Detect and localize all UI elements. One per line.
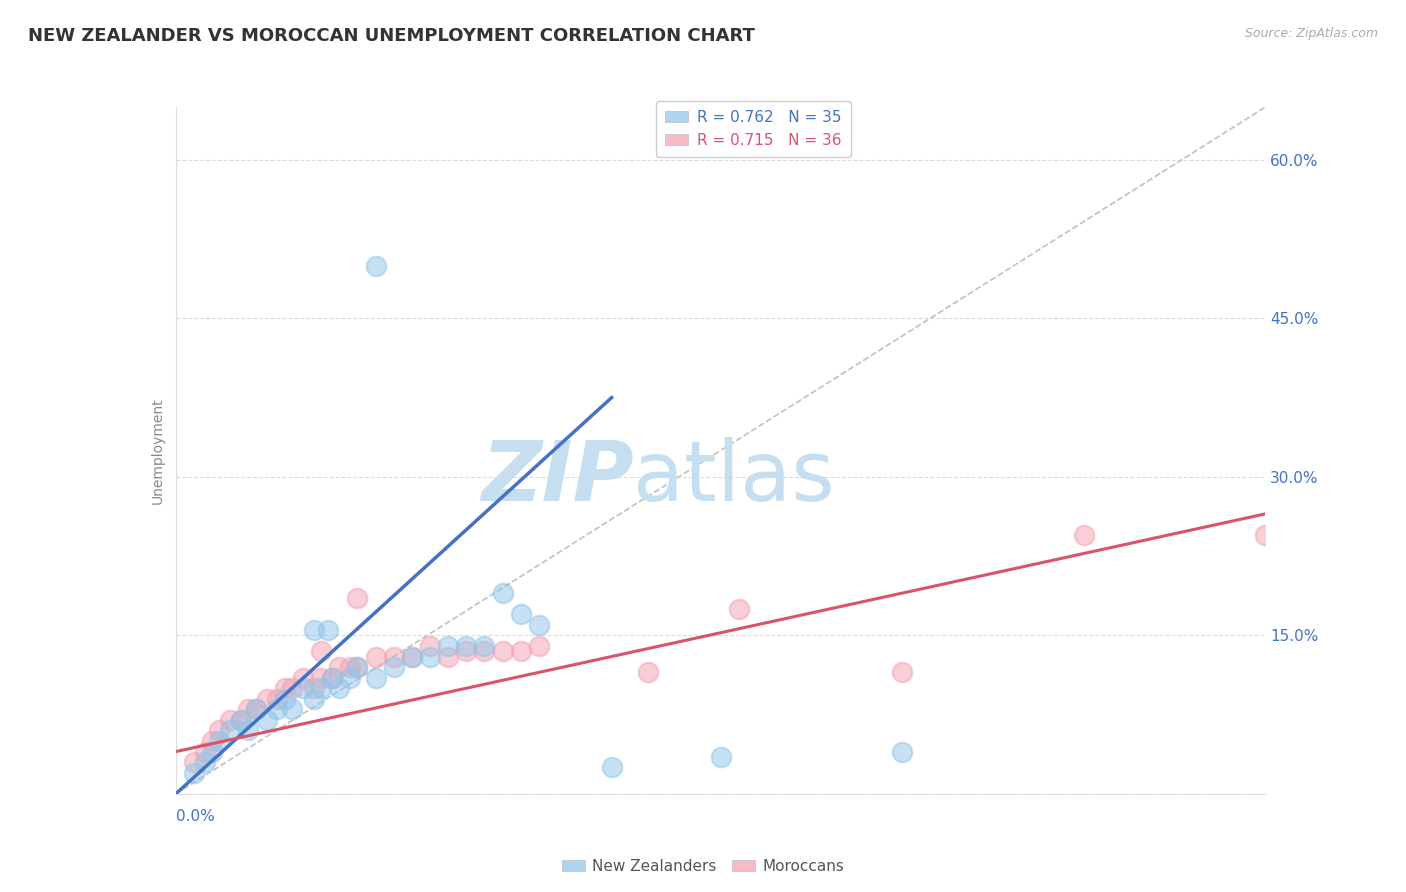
Text: Source: ZipAtlas.com: Source: ZipAtlas.com — [1244, 27, 1378, 40]
Point — [328, 660, 350, 674]
Point — [201, 745, 224, 759]
Point — [346, 591, 368, 606]
Point — [1254, 528, 1277, 542]
Point — [419, 639, 441, 653]
Point — [346, 660, 368, 674]
Point — [509, 644, 531, 658]
Point — [346, 660, 368, 674]
Point — [474, 644, 496, 658]
Point — [238, 723, 260, 738]
Legend: R = 0.762   N = 35, R = 0.715   N = 36: R = 0.762 N = 35, R = 0.715 N = 36 — [655, 101, 851, 157]
Point — [437, 649, 460, 664]
Point — [527, 617, 550, 632]
Point — [456, 639, 478, 653]
Point — [183, 765, 205, 780]
Text: 0.0%: 0.0% — [176, 809, 215, 824]
Point — [231, 713, 253, 727]
Point — [891, 665, 914, 680]
Point — [600, 760, 623, 774]
Point — [208, 723, 231, 738]
Point — [492, 644, 515, 658]
Point — [637, 665, 659, 680]
Point — [401, 649, 423, 664]
Point — [183, 755, 205, 769]
Point — [321, 671, 343, 685]
Point — [281, 702, 304, 716]
Point — [302, 691, 325, 706]
Point — [710, 750, 733, 764]
Point — [291, 681, 314, 696]
Point — [231, 713, 253, 727]
Text: atlas: atlas — [633, 437, 835, 518]
Point — [281, 681, 304, 696]
Point — [219, 713, 242, 727]
Point — [291, 671, 314, 685]
Text: NEW ZEALANDER VS MOROCCAN UNEMPLOYMENT CORRELATION CHART: NEW ZEALANDER VS MOROCCAN UNEMPLOYMENT C… — [28, 27, 755, 45]
Legend: New Zealanders, Moroccans: New Zealanders, Moroccans — [555, 853, 851, 880]
Point — [201, 734, 224, 748]
Point — [302, 623, 325, 637]
Point — [527, 639, 550, 653]
Point — [364, 671, 387, 685]
Point — [382, 649, 405, 664]
Point — [309, 644, 332, 658]
Point — [364, 259, 387, 273]
Point — [474, 639, 496, 653]
Point — [401, 649, 423, 664]
Point — [256, 713, 278, 727]
Point — [456, 644, 478, 658]
Y-axis label: Unemployment: Unemployment — [150, 397, 165, 504]
Point — [437, 639, 460, 653]
Point — [266, 702, 288, 716]
Point — [364, 649, 387, 664]
Point — [727, 602, 749, 616]
Point — [509, 607, 531, 622]
Point — [194, 745, 217, 759]
Point — [339, 671, 361, 685]
Point — [891, 745, 914, 759]
Point — [274, 681, 297, 696]
Point — [492, 586, 515, 600]
Point — [1073, 528, 1095, 542]
Point — [274, 691, 297, 706]
Text: ZIP: ZIP — [481, 437, 633, 518]
Point — [302, 681, 325, 696]
Point — [238, 702, 260, 716]
Point — [219, 723, 242, 738]
Point — [266, 691, 288, 706]
Point — [419, 649, 441, 664]
Point — [256, 691, 278, 706]
Point — [245, 702, 267, 716]
Point — [382, 660, 405, 674]
Point — [328, 681, 350, 696]
Point — [309, 681, 332, 696]
Point — [245, 702, 267, 716]
Point — [194, 755, 217, 769]
Point — [321, 671, 343, 685]
Point — [309, 671, 332, 685]
Point — [339, 660, 361, 674]
Point — [318, 623, 340, 637]
Point — [208, 734, 231, 748]
